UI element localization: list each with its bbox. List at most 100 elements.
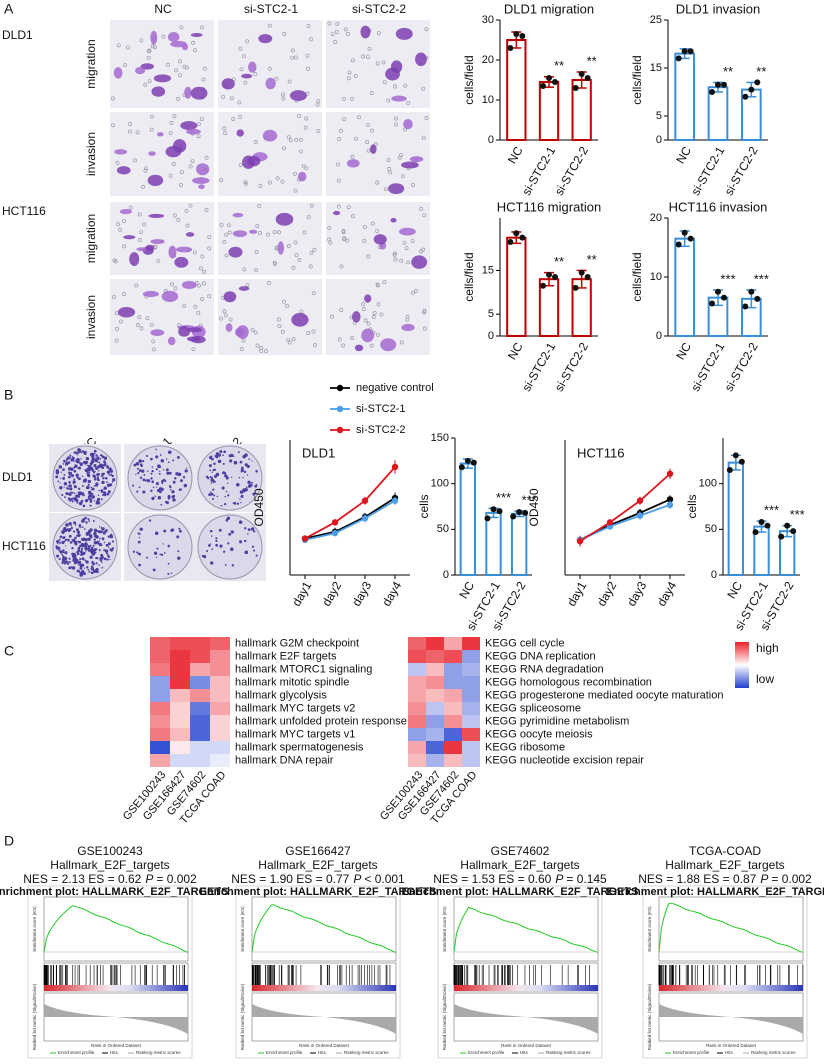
pore <box>350 336 355 341</box>
pore <box>174 68 179 73</box>
colony <box>98 461 101 464</box>
colony <box>76 530 80 534</box>
heatmap-cell <box>444 689 462 702</box>
x-tick-label: NC <box>505 340 526 362</box>
colony <box>243 539 247 543</box>
pore <box>243 181 248 186</box>
heatmap-cell <box>190 676 210 689</box>
x-tick-label: day2 <box>319 579 344 609</box>
heatmap-cell <box>408 741 426 754</box>
heatmap-cell <box>210 702 230 715</box>
data-point <box>522 509 529 516</box>
gene-set: Hallmark_E2F_targets <box>50 858 169 872</box>
heatmap-cell <box>462 637 480 650</box>
colony <box>111 474 114 478</box>
colony <box>93 452 96 455</box>
cell <box>140 63 154 70</box>
y-tick-label: 50 <box>437 523 449 535</box>
heatmap-cell <box>170 663 190 676</box>
colony <box>63 482 68 486</box>
colony <box>88 570 91 573</box>
legend-label: Hits <box>318 1050 326 1055</box>
cell <box>150 329 165 336</box>
data-point <box>464 457 471 464</box>
colony <box>150 472 153 475</box>
colony <box>91 551 93 554</box>
cell <box>167 31 180 42</box>
significance: *** <box>764 503 779 518</box>
colony <box>215 452 220 456</box>
pore <box>305 53 310 58</box>
cell <box>238 286 250 291</box>
colony <box>227 542 230 545</box>
pore <box>146 55 151 60</box>
colony <box>210 455 213 458</box>
colony <box>143 473 146 476</box>
colony <box>81 557 85 561</box>
data-point <box>458 464 465 471</box>
significance: *** <box>720 271 735 286</box>
colony <box>57 546 61 550</box>
x-tick-label: NC <box>673 144 694 166</box>
cell <box>168 245 177 259</box>
pore <box>339 308 344 312</box>
pore <box>353 74 358 78</box>
colony <box>83 567 86 569</box>
colony <box>75 473 79 477</box>
pore <box>286 244 291 248</box>
pore <box>330 314 334 319</box>
colony <box>90 460 95 464</box>
colony <box>77 477 80 480</box>
colony <box>107 535 111 538</box>
heatmap-cell <box>170 637 190 650</box>
dataset: GSE74602 <box>491 844 550 858</box>
colony <box>90 454 95 458</box>
bar <box>674 237 695 337</box>
column-label: si-STC2-1 <box>244 2 298 16</box>
row-label: hallmark spermatogenesis <box>235 741 364 753</box>
colony <box>237 451 240 454</box>
colony <box>72 460 75 462</box>
pore <box>400 174 405 179</box>
colony <box>132 484 135 487</box>
colony <box>101 544 103 547</box>
row-label: hallmark unfolded protein response <box>235 715 407 727</box>
bar <box>506 39 527 141</box>
y-tick-label: 10 <box>482 94 494 106</box>
colony <box>77 560 81 564</box>
pore <box>128 122 133 127</box>
colony <box>221 486 225 490</box>
pore <box>151 347 156 352</box>
pore <box>178 73 183 78</box>
colony <box>224 495 227 498</box>
micrograph <box>326 279 430 355</box>
pore <box>253 330 258 335</box>
pore <box>413 288 418 293</box>
colony <box>163 552 166 554</box>
colony <box>80 462 84 465</box>
colony <box>97 479 100 482</box>
pore <box>255 224 260 229</box>
colony <box>59 542 61 545</box>
colony <box>167 496 171 500</box>
colony <box>137 540 141 544</box>
heatmap-cell <box>426 650 444 663</box>
pore <box>133 158 137 163</box>
pore <box>118 227 123 232</box>
colony <box>68 528 72 532</box>
colony <box>95 567 99 571</box>
colony <box>202 555 207 559</box>
cell <box>117 306 136 318</box>
pore <box>254 268 259 273</box>
colony <box>76 454 79 456</box>
data-point <box>516 508 523 515</box>
colony <box>82 572 86 576</box>
pore <box>142 222 147 227</box>
pore <box>346 76 351 81</box>
pore <box>146 49 151 54</box>
colony <box>236 502 240 505</box>
marker <box>636 512 644 519</box>
pore <box>406 100 411 105</box>
colorbar <box>735 642 749 688</box>
colony <box>80 458 82 460</box>
